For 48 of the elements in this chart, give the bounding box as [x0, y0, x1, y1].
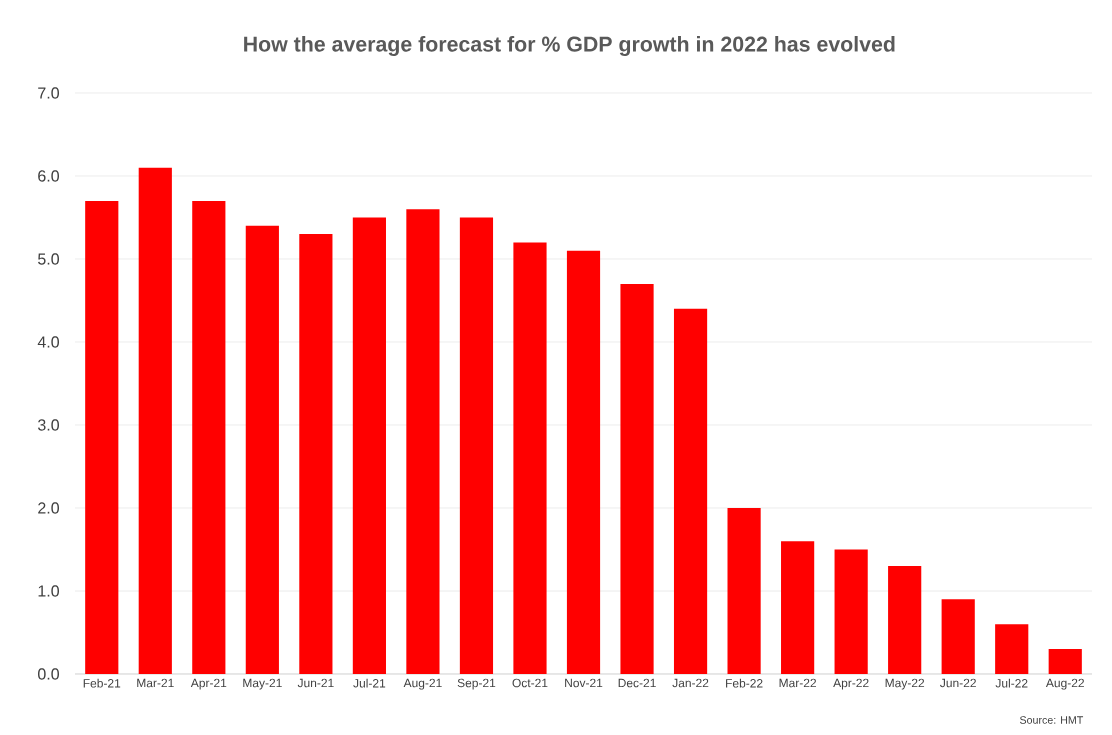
bar: [299, 234, 333, 674]
y-tick-label: 6.0: [38, 170, 60, 182]
x-tick-label: Dec-21: [618, 678, 656, 688]
bar: [888, 566, 922, 674]
x-tick-label: Jul-21: [353, 678, 386, 688]
bar: [727, 508, 761, 674]
y-tick-label: 5.0: [38, 253, 60, 265]
y-tick-label: 0.0: [38, 668, 60, 680]
x-tick-label: Aug-22: [1045, 678, 1084, 690]
bar: [138, 167, 172, 674]
x-tick-label: Feb-21: [83, 678, 121, 688]
bar: [245, 225, 279, 674]
bar: [781, 541, 815, 674]
bar: [834, 549, 868, 674]
y-tick-label: 3.0: [37, 419, 60, 431]
x-tick-label: Jan-22: [672, 678, 709, 688]
bar: [995, 624, 1029, 674]
bar: [459, 217, 494, 674]
bar: [352, 217, 386, 674]
x-tick-label: Mar-21: [137, 678, 174, 688]
bar: [85, 200, 119, 674]
source-note: Source: HMT: [1019, 716, 1084, 724]
x-tick-label: Apr-21: [190, 678, 227, 690]
x-tick-label: Jun-22: [940, 678, 976, 688]
x-tick-label: Apr-22: [833, 678, 869, 690]
bar: [1048, 649, 1082, 674]
bar: [941, 599, 975, 674]
bar: [673, 308, 708, 674]
y-tick-label: 7.0: [38, 87, 60, 99]
bar: [513, 242, 547, 674]
x-tick-label: Nov-21: [565, 678, 603, 688]
bar: [620, 283, 654, 674]
bar: [406, 209, 440, 674]
x-tick-label: May-22: [885, 678, 925, 690]
y-tick-label: 1.0: [38, 585, 60, 597]
bar: [566, 250, 601, 674]
x-tick-label: Jun-21: [297, 678, 334, 688]
x-tick-label: Feb-22: [726, 678, 763, 688]
x-tick-label: Oct-21: [512, 678, 548, 688]
chart-title: How the average forecast for % GDP growth in 2022 has evolved: [244, 36, 895, 56]
y-tick-label: 4.0: [37, 336, 60, 348]
bar: [192, 200, 226, 674]
y-tick-label: 2.0: [38, 502, 60, 514]
x-tick-label: Sep-21: [457, 678, 496, 690]
x-tick-label: Jul-22: [995, 678, 1028, 688]
x-tick-label: May-21: [243, 678, 282, 690]
x-tick-label: Mar-22: [779, 678, 817, 688]
x-tick-label: Aug-21: [403, 678, 442, 690]
